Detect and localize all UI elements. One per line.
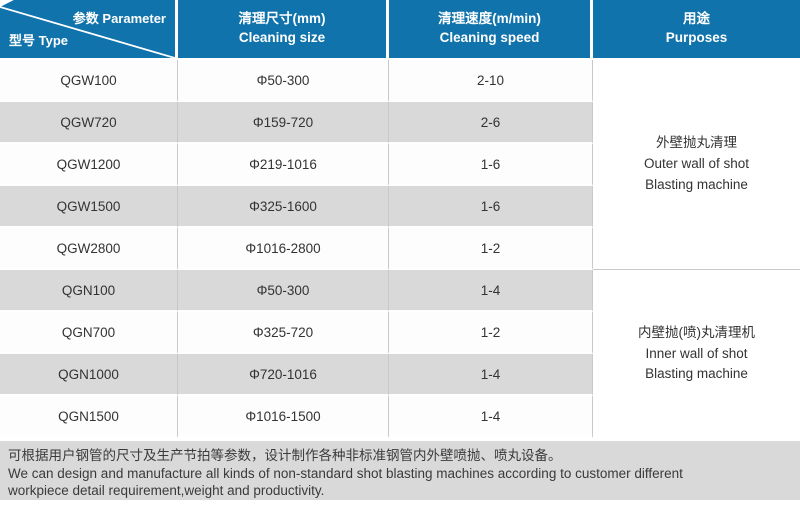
speed-cell: 1-6 [389, 144, 593, 186]
speed-cell: 2-6 [389, 102, 593, 144]
footer-note-zh: 可根据用户钢管的尺寸及生产节拍等参数，设计制作各种非标准钢管内外壁喷抛、喷丸设备… [8, 448, 562, 463]
speed-cell: 1-6 [389, 186, 593, 228]
footer-note: 可根据用户钢管的尺寸及生产节拍等参数，设计制作各种非标准钢管内外壁喷抛、喷丸设备… [0, 441, 800, 500]
header-cleaning-size: 清理尺寸(mm) Cleaning size [178, 0, 389, 60]
speed-cell: 2-10 [389, 60, 593, 102]
header-cleaning-speed: 清理速度(m/min) Cleaning speed [389, 0, 593, 60]
size-cell: Φ325-720 [178, 312, 389, 354]
corner-parameter-label: 参数 Parameter [72, 11, 166, 26]
header-cleaning-speed-en: Cleaning speed [439, 30, 540, 45]
speed-cell: 1-4 [389, 354, 593, 396]
size-cell: Φ159-720 [178, 102, 389, 144]
purpose-inner-wall-zh: 内壁抛(喷)丸清理机 [638, 324, 755, 340]
purpose-inner-wall: 内壁抛(喷)丸清理机 Inner wall of shot Blasting m… [593, 270, 800, 438]
purpose-inner-wall-en1: Inner wall of shot [645, 345, 748, 361]
speed-cell: 1-4 [389, 396, 593, 438]
speed-cell: 1-4 [389, 270, 593, 312]
spec-table: 参数 Parameter 型号 Type 清理尺寸(mm) Cleaning s… [0, 0, 800, 438]
speed-cell: 1-2 [389, 312, 593, 354]
model-cell: QGW100 [0, 60, 178, 102]
size-cell: Φ720-1016 [178, 354, 389, 396]
header-corner-cell: 参数 Parameter 型号 Type [0, 0, 178, 60]
purpose-inner-wall-en2: Blasting machine [645, 366, 748, 382]
header-cleaning-speed-zh: 清理速度(m/min) [438, 11, 541, 27]
model-cell: QGW1500 [0, 186, 178, 228]
purpose-outer-wall-en2: Blasting machine [645, 176, 748, 192]
size-cell: Φ219-1016 [178, 144, 389, 186]
model-cell: QGN100 [0, 270, 178, 312]
model-cell: QGW2800 [0, 228, 178, 270]
model-cell: QGW1200 [0, 144, 178, 186]
header-purposes: 用途 Purposes [593, 0, 800, 60]
header-purposes-en: Purposes [665, 30, 728, 45]
size-cell: Φ50-300 [178, 270, 389, 312]
size-cell: Φ50-300 [178, 60, 389, 102]
header-cleaning-size-en: Cleaning size [238, 30, 326, 45]
footer-note-en2: workpiece detail requirement,weight and … [8, 483, 325, 498]
size-cell: Φ1016-1500 [178, 396, 389, 438]
footer-note-en1: We can design and manufacture all kinds … [8, 465, 683, 481]
purpose-outer-wall-en1: Outer wall of shot [643, 156, 750, 172]
purpose-outer-wall: 外壁抛丸清理 Outer wall of shot Blasting machi… [593, 60, 800, 270]
header-purposes-zh: 用途 [683, 11, 710, 27]
header-cleaning-size-zh: 清理尺寸(mm) [238, 11, 326, 27]
model-cell: QGN1500 [0, 396, 178, 438]
purpose-outer-wall-zh: 外壁抛丸清理 [656, 135, 737, 151]
model-cell: QGN1000 [0, 354, 178, 396]
model-cell: QGN700 [0, 312, 178, 354]
speed-cell: 1-2 [389, 228, 593, 270]
diagonal-divider-icon [0, 0, 175, 58]
size-cell: Φ325-1600 [178, 186, 389, 228]
model-cell: QGW720 [0, 102, 178, 144]
corner-type-label: 型号 Type [9, 32, 68, 48]
size-cell: Φ1016-2800 [178, 228, 389, 270]
